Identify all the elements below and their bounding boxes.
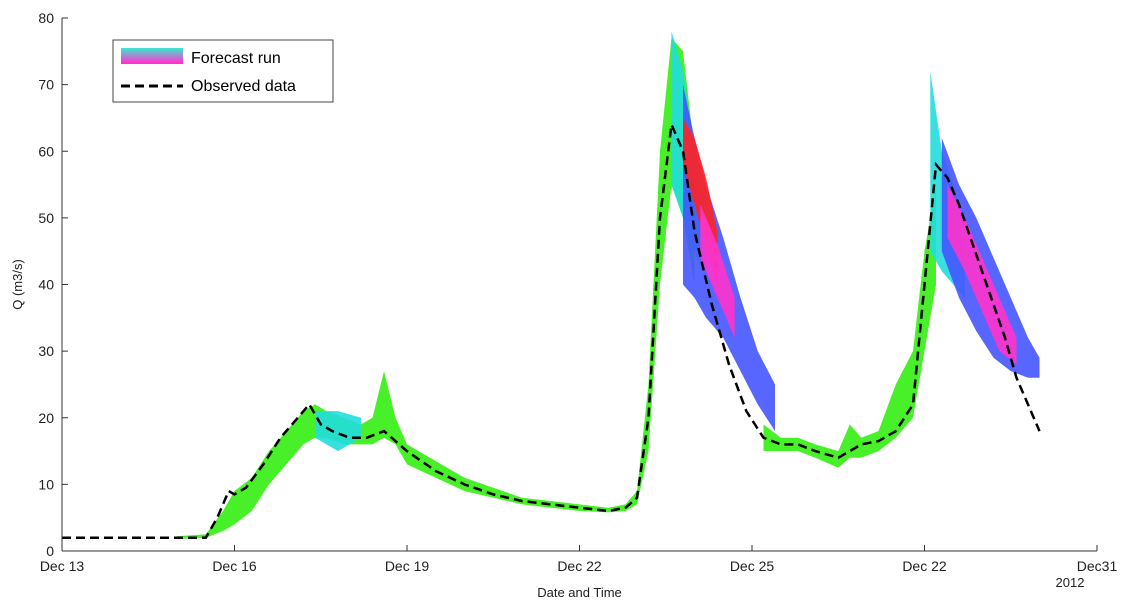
axes: 0 10 20 30 40 50 60 70 80 Dec 13 Dec 16 Dec 19 Dec 2… bbox=[38, 10, 1117, 574]
y-tick-label-40: 40 bbox=[38, 277, 54, 293]
y-tick-label-70: 70 bbox=[38, 77, 54, 93]
forecast-band-8 bbox=[700, 204, 735, 338]
y-tick-label-0: 0 bbox=[46, 543, 54, 559]
y-tick-label-60: 60 bbox=[38, 143, 54, 159]
forecast-band-0 bbox=[177, 38, 695, 539]
legend-observed-label: Observed data bbox=[191, 78, 296, 95]
legend-forecast-label: Forecast run bbox=[191, 50, 281, 67]
x-tick-label-4: Dec 25 bbox=[730, 558, 775, 574]
forecast-band-2 bbox=[315, 411, 361, 452]
x-tick-label-3: Dec 22 bbox=[557, 558, 602, 574]
forecast-bands bbox=[177, 31, 1040, 539]
series-observed-line bbox=[62, 119, 1041, 539]
x-tick-label-0: Dec 13 bbox=[40, 558, 85, 574]
y-tick-label-20: 20 bbox=[38, 410, 54, 426]
forecast-band-5 bbox=[683, 84, 775, 432]
y-tick-label-50: 50 bbox=[38, 210, 54, 226]
y-tick-label-10: 10 bbox=[38, 476, 54, 492]
x-tick-label-5: Dec 22 bbox=[902, 558, 947, 574]
observed-series bbox=[62, 119, 1041, 539]
y-axis-label: Q (m3/s) bbox=[10, 259, 25, 310]
forecast-band-6 bbox=[941, 137, 1040, 378]
y-tick-label-80: 80 bbox=[38, 10, 54, 26]
x-axis-label: Date and Time bbox=[537, 585, 622, 600]
legend: Forecast run Observed data bbox=[112, 39, 334, 103]
x-tick-label-1: Dec 16 bbox=[212, 558, 257, 574]
forecast-band-1 bbox=[763, 184, 936, 468]
x-tick-label-2: Dec 19 bbox=[385, 558, 430, 574]
y-tick-label-30: 30 bbox=[38, 343, 54, 359]
year-label: 2012 bbox=[1056, 575, 1085, 590]
x-tick-label-6: Dec31 bbox=[1077, 558, 1118, 574]
